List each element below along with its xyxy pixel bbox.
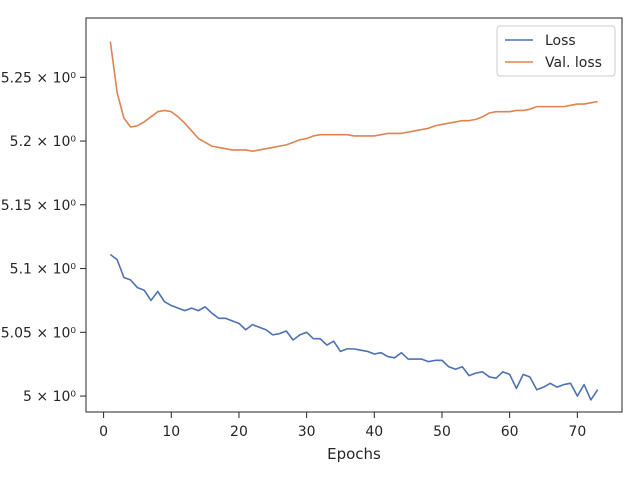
- y-tick-label: 5.05 × 10⁰: [1, 325, 77, 341]
- y-tick-label: 5.25 × 10⁰: [1, 70, 77, 86]
- x-tick-label: 20: [230, 424, 248, 440]
- legend-box: [496, 25, 616, 77]
- x-tick-label: 70: [568, 424, 586, 440]
- series-lines: [109, 41, 599, 401]
- y-axis-ticks: 5 × 10⁰ 5.05 × 10⁰ 5.1 × 10⁰ 5.15 × 10⁰ 5.2 …: [1, 70, 86, 405]
- y-tick-label: 5 × 10⁰: [23, 389, 76, 405]
- legend-label: Loss: [545, 33, 576, 49]
- x-tick-label: 50: [433, 424, 451, 440]
- x-tick-label: 0: [99, 424, 108, 440]
- legend: Loss Val. loss: [496, 25, 616, 77]
- legend-label: Val. loss: [545, 55, 602, 71]
- x-tick-label: 60: [501, 424, 519, 440]
- x-tick-label: 40: [365, 424, 383, 440]
- x-tick-label: 10: [162, 424, 180, 440]
- y-tick-label: 5.2 × 10⁰: [10, 134, 77, 150]
- plot-area-frame: [85, 17, 623, 413]
- series-line-loss: [109, 253, 599, 401]
- series-line-val-loss: [109, 41, 598, 153]
- y-tick-label: 5.15 × 10⁰: [1, 198, 77, 214]
- y-tick-label: 5.1 × 10⁰: [10, 262, 77, 278]
- x-axis-ticks: 0 10 20 30 40 50 60 70: [99, 412, 586, 440]
- x-axis-label: Epochs: [327, 445, 381, 463]
- x-tick-label: 30: [298, 424, 316, 440]
